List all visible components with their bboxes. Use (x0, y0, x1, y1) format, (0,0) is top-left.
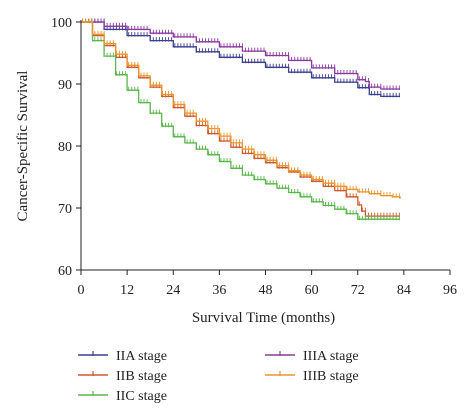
legend-label-iia-stage: IIA stage (116, 349, 167, 364)
legend-label-iic-stage: IIC stage (116, 389, 167, 404)
legend-label-iib-stage: IIB stage (116, 369, 167, 384)
series-iiia-stage (81, 18, 400, 90)
y-tick-label-90: 90 (58, 78, 72, 93)
legend-label-iiib-stage: IIIB stage (303, 369, 359, 384)
y-tick-label-80: 80 (58, 140, 72, 155)
series-layer (81, 18, 401, 221)
censor-ticks-iiib-stage (82, 18, 400, 198)
x-tick-label-12: 12 (120, 283, 134, 298)
legend-label-iiia-stage: IIIA stage (303, 349, 359, 364)
legend-item-iiia-stage: IIIA stage (265, 349, 359, 364)
legend-item-iiib-stage: IIIB stage (265, 369, 359, 384)
legend-item-iic-stage: IIC stage (78, 389, 167, 404)
y-tick-label-100: 100 (51, 16, 72, 31)
series-iiib-stage (81, 18, 401, 199)
x-tick-label-84: 84 (397, 283, 411, 298)
x-tick-label-36: 36 (212, 283, 226, 298)
x-tick-label-96: 96 (443, 283, 457, 298)
series-line-iiib-stage (81, 21, 401, 199)
x-tick-label-48: 48 (259, 283, 273, 298)
axes-layer: 60 70 80 90 100 0 12 24 36 48 60 72 84 96 Survival Tim… (15, 16, 457, 326)
legend-item-iia-stage: IIA stage (78, 349, 167, 364)
x-tick-label-60: 60 (305, 283, 319, 298)
x-tick-label-24: 24 (166, 283, 180, 298)
y-axis-title: Cancer-Specific Survival (15, 71, 31, 222)
x-axis-title: Survival Time (months) (192, 310, 335, 326)
censor-marks-iib-stage (82, 18, 400, 218)
legend: IIA stage IIB stage IIC stage IIIA stage III… (78, 349, 359, 404)
series-iib-stage (81, 18, 400, 218)
y-tick-label-60: 60 (58, 264, 72, 279)
censor-ticks-iib-stage (82, 18, 400, 218)
x-tick-label-72: 72 (351, 283, 365, 298)
series-line-iib-stage (81, 21, 400, 217)
x-tick-label-0: 0 (78, 283, 85, 298)
y-tick-label-70: 70 (58, 202, 72, 217)
series-line-iiia-stage (81, 21, 400, 90)
censor-marks-iiib-stage (82, 18, 400, 198)
legend-item-iib-stage: IIB stage (78, 369, 167, 384)
